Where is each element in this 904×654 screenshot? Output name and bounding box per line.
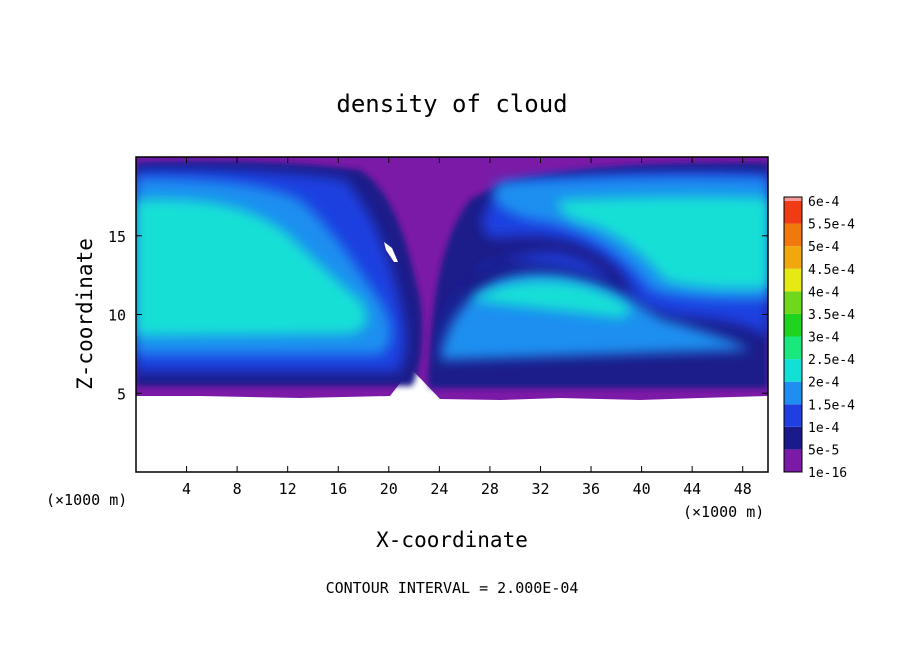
colorbar: 1e-16 5e-5 1e-4 1.5e-4 2e-4 2.5e-4 3e-4 3.5e-4 4… xyxy=(783,195,855,481)
x-axis-ticks: 4 8 12 16 20 24 28 32 36 40 44 48 xyxy=(182,157,752,498)
density-field xyxy=(136,157,768,472)
x-tick-label: 36 xyxy=(582,480,600,498)
colorbar-label: 1e-4 xyxy=(808,421,839,436)
contour-interval-note: CONTOUR INTERVAL = 2.000E-04 xyxy=(326,579,579,597)
y-unit-label: (×1000 m) xyxy=(46,491,127,509)
colorbar-label: 4.5e-4 xyxy=(808,263,855,278)
y-tick-label: 15 xyxy=(108,228,126,246)
colorbar-swatch xyxy=(784,246,802,269)
x-tick-label: 24 xyxy=(430,480,448,498)
field-level-cyan-left xyxy=(136,199,367,336)
x-tick-label: 28 xyxy=(481,480,499,498)
x-tick-label: 12 xyxy=(279,480,297,498)
colorbar-frame xyxy=(783,196,803,473)
colorbar-swatch xyxy=(784,381,802,405)
field-level-cyan-mid xyxy=(470,281,631,318)
colorbar-swatch xyxy=(784,223,802,247)
x-tick-label: 8 xyxy=(233,480,242,498)
chart-title: density of cloud xyxy=(336,90,567,118)
colorbar-swatch xyxy=(784,201,802,224)
x-tick-label: 4 xyxy=(182,480,191,498)
colorbar-swatch xyxy=(784,291,802,314)
colorbar-label: 3e-4 xyxy=(808,331,839,346)
x-tick-label: 20 xyxy=(380,480,398,498)
colorbar-label: 5e-4 xyxy=(808,240,839,255)
colorbar-label: 5.5e-4 xyxy=(808,218,855,233)
colorbar-swatch xyxy=(784,336,802,360)
colorbar-label: 6e-4 xyxy=(808,195,839,210)
colorbar-label: 2e-4 xyxy=(808,376,839,391)
x-tick-label: 40 xyxy=(633,480,651,498)
colorbar-swatch xyxy=(784,359,802,382)
colorbar-swatch xyxy=(784,449,802,472)
x-axis-label: X-coordinate xyxy=(376,528,528,552)
colorbar-swatch xyxy=(784,404,802,427)
x-tick-label: 44 xyxy=(683,480,701,498)
field-level-cyan-right xyxy=(558,196,768,289)
colorbar-label: 5e-5 xyxy=(808,443,839,458)
x-unit-label: (×1000 m) xyxy=(683,503,764,521)
colorbar-label: 1e-16 xyxy=(808,466,847,481)
colorbar-swatch xyxy=(784,268,802,292)
colorbar-label: 4e-4 xyxy=(808,285,839,300)
field-gap xyxy=(384,242,398,262)
y-axis-label: Z-coordinate xyxy=(73,238,97,390)
colorbar-swatch xyxy=(784,313,802,337)
colorbar-label: 3.5e-4 xyxy=(808,308,855,323)
x-tick-label: 16 xyxy=(329,480,347,498)
colorbar-label: 2.5e-4 xyxy=(808,353,855,368)
y-tick-label: 10 xyxy=(108,307,126,325)
colorbar-label: 1.5e-4 xyxy=(808,398,855,413)
colorbar-swatch xyxy=(784,426,802,450)
colorbar-swatch xyxy=(784,197,802,201)
y-tick-label: 5 xyxy=(117,385,126,403)
x-tick-label: 32 xyxy=(531,480,549,498)
y-axis-ticks: 5 10 15 xyxy=(108,228,768,403)
x-tick-label: 48 xyxy=(734,480,752,498)
